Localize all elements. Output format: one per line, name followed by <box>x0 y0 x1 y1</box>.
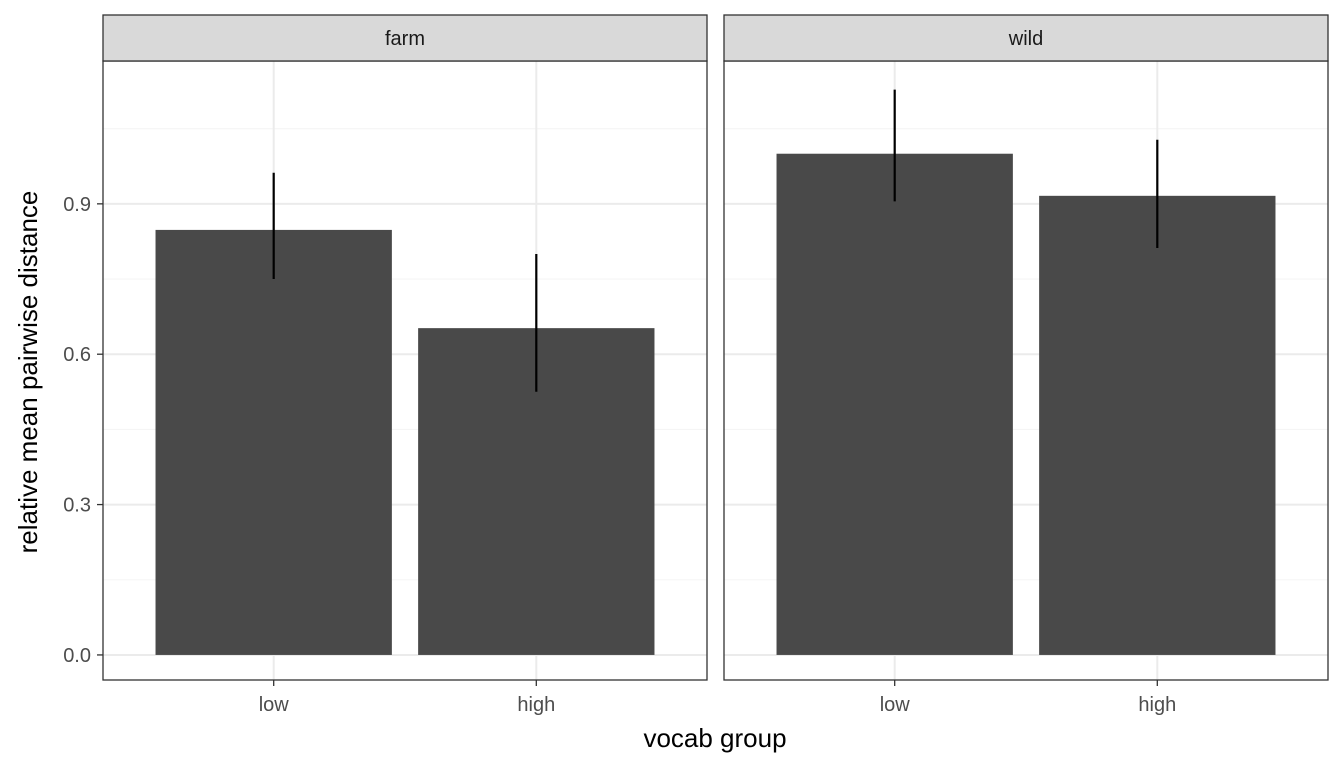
y-tick-label: 0.0 <box>63 645 91 667</box>
bar-wild-low <box>776 153 1013 655</box>
x-tick-label: low <box>880 694 911 716</box>
x-axis-title: vocab group <box>643 723 786 753</box>
y-tick-label: 0.3 <box>63 495 91 517</box>
facet-strip-label: farm <box>385 28 425 50</box>
facet-panel-farm: farm low high <box>102 14 708 716</box>
bar-wild-high <box>1039 195 1276 655</box>
facet-strip-label: wild <box>1008 28 1043 50</box>
x-tick-label: high <box>1138 694 1176 716</box>
y-axis: 0.0 0.3 0.6 0.9 <box>63 194 103 667</box>
x-tick-label: high <box>517 694 555 716</box>
y-tick-label: 0.9 <box>63 194 91 216</box>
y-tick-label: 0.6 <box>63 344 91 366</box>
facet-strip <box>102 14 708 62</box>
x-tick-label: low <box>259 694 290 716</box>
facet-panel-wild: wild low high <box>723 14 1329 716</box>
bar-farm-low <box>155 229 392 655</box>
facet-strip <box>723 14 1329 62</box>
y-axis-title: relative mean pairwise distance <box>13 191 43 554</box>
